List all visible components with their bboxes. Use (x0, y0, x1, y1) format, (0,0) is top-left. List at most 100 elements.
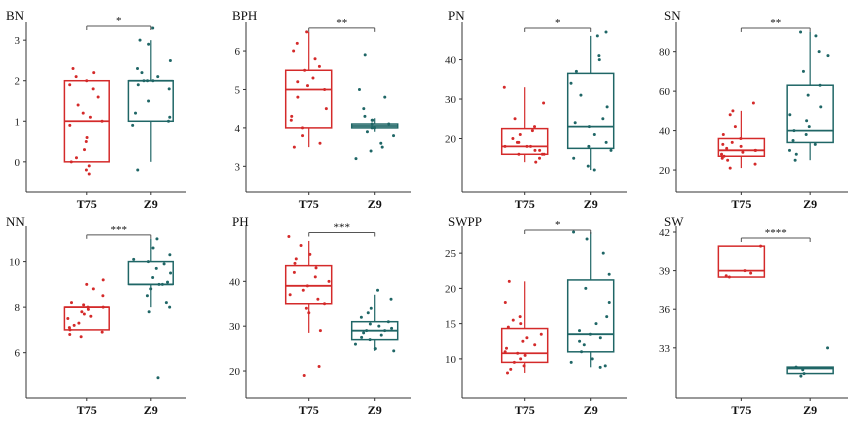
box-t75 (63, 67, 110, 176)
data-point (725, 146, 729, 150)
data-point (68, 332, 72, 336)
y-tick-label: 20 (229, 366, 241, 378)
data-point (540, 152, 544, 156)
x-tick-label: T75 (731, 197, 751, 211)
data-point (359, 315, 363, 319)
data-point (294, 257, 298, 261)
data-point (140, 71, 144, 75)
data-point (167, 87, 171, 91)
data-point (147, 310, 151, 314)
data-point (317, 365, 321, 369)
box-z9 (350, 53, 399, 161)
data-point (79, 335, 83, 339)
panel-title: PN (448, 8, 465, 23)
data-point (604, 30, 608, 34)
y-tick-label: 4 (235, 123, 241, 135)
data-point (533, 343, 537, 347)
data-point (379, 333, 383, 337)
data-point (518, 133, 522, 137)
data-point (601, 251, 605, 255)
data-point (523, 353, 527, 357)
data-point (318, 141, 322, 145)
data-point (505, 346, 509, 350)
data-point (805, 119, 809, 123)
data-point (363, 114, 367, 118)
data-point (594, 322, 598, 326)
data-point (68, 328, 72, 332)
x-tick-label: T75 (515, 403, 535, 417)
y-tick-label: 20 (445, 283, 457, 295)
significance-label: *** (333, 221, 350, 233)
data-point (538, 148, 542, 152)
data-point (603, 364, 607, 368)
iqr-box (566, 279, 615, 353)
data-point (66, 317, 70, 321)
data-point (522, 364, 526, 368)
data-point (787, 148, 791, 152)
data-point (136, 67, 140, 71)
data-point (362, 331, 366, 335)
data-point (146, 79, 150, 83)
data-point (82, 303, 86, 307)
data-point (580, 350, 584, 354)
iqr-box (284, 264, 333, 305)
data-point (506, 371, 510, 375)
y-tick-label: 8 (15, 302, 21, 314)
data-point (155, 237, 159, 241)
data-point (373, 347, 377, 351)
data-point (308, 252, 312, 256)
y-tick-label: 3 (235, 161, 241, 173)
data-point (801, 69, 805, 73)
data-point (311, 76, 315, 80)
data-point (293, 261, 297, 265)
y-tick-label: 6 (15, 348, 21, 360)
panel-sw: SW 33 36 39 42 T75 Z9 **** (659, 214, 848, 417)
data-point (604, 140, 608, 144)
data-point (607, 300, 611, 304)
data-point (324, 107, 328, 111)
data-point (288, 293, 292, 297)
data-point (72, 323, 76, 327)
box-t75 (284, 30, 333, 149)
data-point (323, 87, 327, 91)
data-point (289, 118, 293, 122)
data-point (592, 133, 596, 137)
data-point (578, 339, 582, 343)
data-point (305, 84, 309, 88)
y-tick-label: 2 (15, 76, 21, 88)
data-point (290, 114, 294, 118)
data-point (813, 142, 817, 146)
data-point (91, 287, 95, 291)
data-point (147, 99, 151, 103)
data-point (826, 54, 830, 58)
data-point (506, 325, 510, 329)
data-point (582, 343, 586, 347)
data-point (68, 83, 72, 87)
iqr-box (127, 260, 174, 286)
panel-swpp: SWPP 10 15 20 25 T75 Z9 * (445, 214, 627, 417)
box-t75 (717, 101, 766, 170)
data-point (502, 85, 506, 89)
data-point (353, 342, 357, 346)
data-point (807, 125, 811, 129)
data-point (539, 332, 543, 336)
data-point (607, 272, 611, 276)
data-point (101, 278, 105, 282)
data-point (579, 93, 583, 97)
data-point (573, 121, 577, 125)
data-point (369, 149, 373, 153)
panel-title: BN (6, 8, 25, 23)
data-point (166, 280, 170, 284)
data-point (151, 79, 155, 83)
data-point (379, 141, 383, 145)
iqr-box (500, 127, 549, 156)
x-tick-label: Z9 (803, 403, 817, 417)
data-point (741, 150, 745, 154)
data-point (363, 53, 367, 57)
data-point (142, 79, 146, 83)
data-point (357, 87, 361, 91)
box-z9 (350, 288, 399, 353)
x-tick-label: Z9 (368, 197, 382, 211)
data-point (370, 122, 374, 126)
y-tick-label: 5 (235, 84, 241, 96)
